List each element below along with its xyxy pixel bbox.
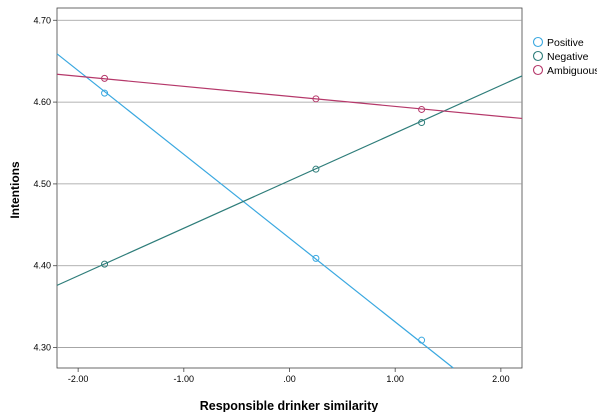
plot-area [56,7,523,369]
data-point-negative [101,260,109,268]
series-points [101,74,426,344]
x-tick-label: -2.00 [68,374,89,384]
data-point-ambiguous [101,74,109,82]
data-point-negative [418,119,426,127]
data-point-ambiguous [418,105,426,113]
x-tick-label: 1.00 [386,374,404,384]
legend-label-positive: Positive [547,37,584,49]
data-point-ambiguous [312,95,320,103]
legend-marker-positive [532,36,544,48]
data-point-positive [418,336,426,344]
gridlines [57,19,522,348]
x-tick-label: .00 [283,374,296,384]
y-tick-label: 4.30 [33,343,51,353]
legend: Positive Negative Ambiguous [532,36,597,77]
x-tick-label: -1.00 [174,374,195,384]
series-line-ambiguous [56,73,523,120]
data-point-positive [312,254,320,262]
legend-marker-ambiguous [532,64,544,76]
legend-marker-negative [532,50,544,62]
x-axis-title: Responsible drinker similarity [200,399,379,412]
x-tick-label: 2.00 [492,374,510,384]
data-point-positive [101,89,109,97]
x-axis-ticks: -2.00 -1.00 .00 1.00 2.00 [68,368,510,384]
legend-label-negative: Negative [547,51,589,63]
series-line-positive [56,53,454,369]
y-tick-label: 4.60 [33,97,51,107]
legend-label-ambiguous: Ambiguous [547,65,597,77]
y-axis-title: Intentions [8,161,22,219]
series-lines [56,53,523,369]
data-point-negative [312,165,320,173]
y-tick-label: 4.50 [33,179,51,189]
y-tick-label: 4.40 [33,261,51,271]
y-tick-label: 4.70 [33,15,51,25]
y-axis-ticks: 4.30 4.40 4.50 4.60 4.70 [33,15,57,353]
